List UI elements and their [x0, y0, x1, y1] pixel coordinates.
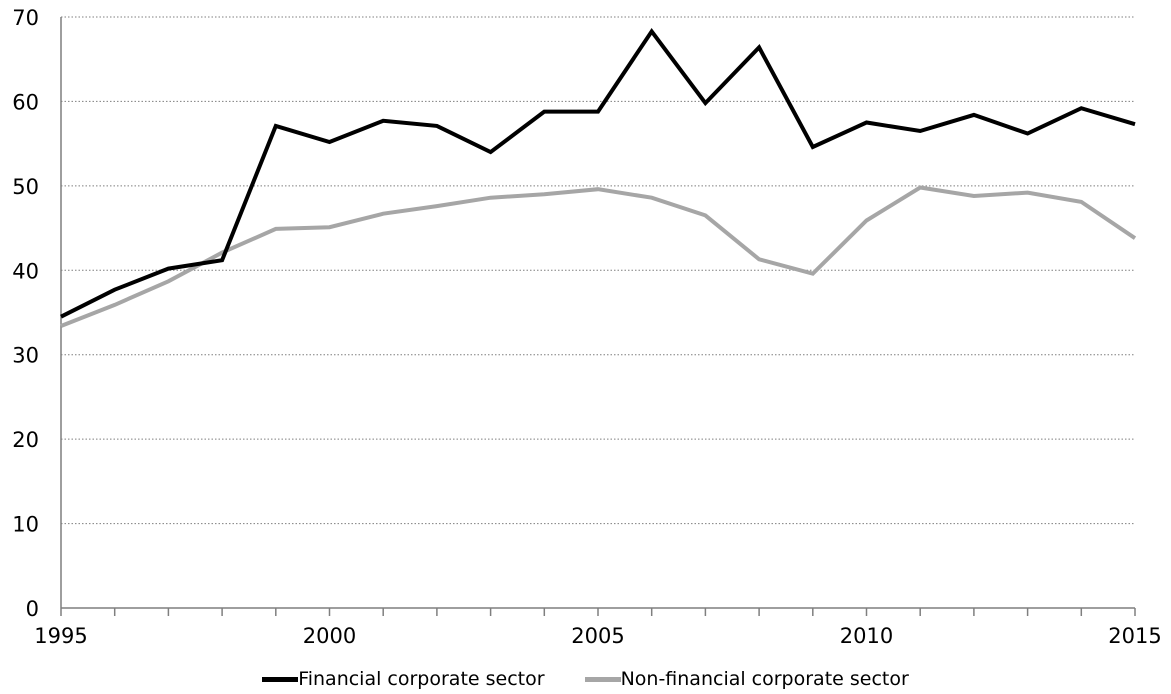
- y-tick-label-10: 10: [12, 513, 39, 537]
- x-tick-label-2005: 2005: [571, 624, 624, 648]
- y-tick-label-60: 60: [12, 90, 39, 114]
- legend-item-financial: Financial corporate sector: [262, 668, 545, 690]
- legend-label-non-financial: Non-financial corporate sector: [620, 668, 909, 690]
- x-tick-label-2010: 2010: [840, 624, 893, 648]
- legend-label-financial: Financial corporate sector: [298, 668, 545, 690]
- legend-swatch-non-financial: [584, 676, 621, 682]
- y-tick-label-40: 40: [12, 259, 39, 283]
- legend-item-non-financial: Non-financial corporate sector: [584, 668, 909, 690]
- y-tick-label-50: 50: [12, 175, 39, 199]
- y-tick-label-70: 70: [12, 6, 39, 30]
- y-tick-label-30: 30: [12, 344, 39, 368]
- y-tick-label-0: 0: [26, 597, 39, 621]
- axes: [60, 17, 1136, 616]
- x-tick-label-1995: 1995: [34, 624, 87, 648]
- gridlines: [61, 16, 1135, 525]
- y-tick-label-20: 20: [12, 428, 39, 452]
- legend-swatch-financial: [262, 676, 299, 682]
- legend: Financial corporate sector Non-financial…: [0, 668, 1171, 690]
- line-chart: 0 10 20 30 40 50 60 70 1995 2000 2005 2010 2015: [12, 6, 1161, 648]
- tick-labels: 0 10 20 30 40 50 60 70 1995 2000 2005 2010 2015: [12, 6, 1161, 648]
- x-tick-label-2015: 2015: [1108, 624, 1161, 648]
- series-line-non-financial-corporate-sector: [60, 185, 1137, 328]
- series-lines: [60, 27, 1137, 328]
- series-line-financial-corporate-sector: [60, 27, 1136, 319]
- x-tick-label-2000: 2000: [303, 624, 356, 648]
